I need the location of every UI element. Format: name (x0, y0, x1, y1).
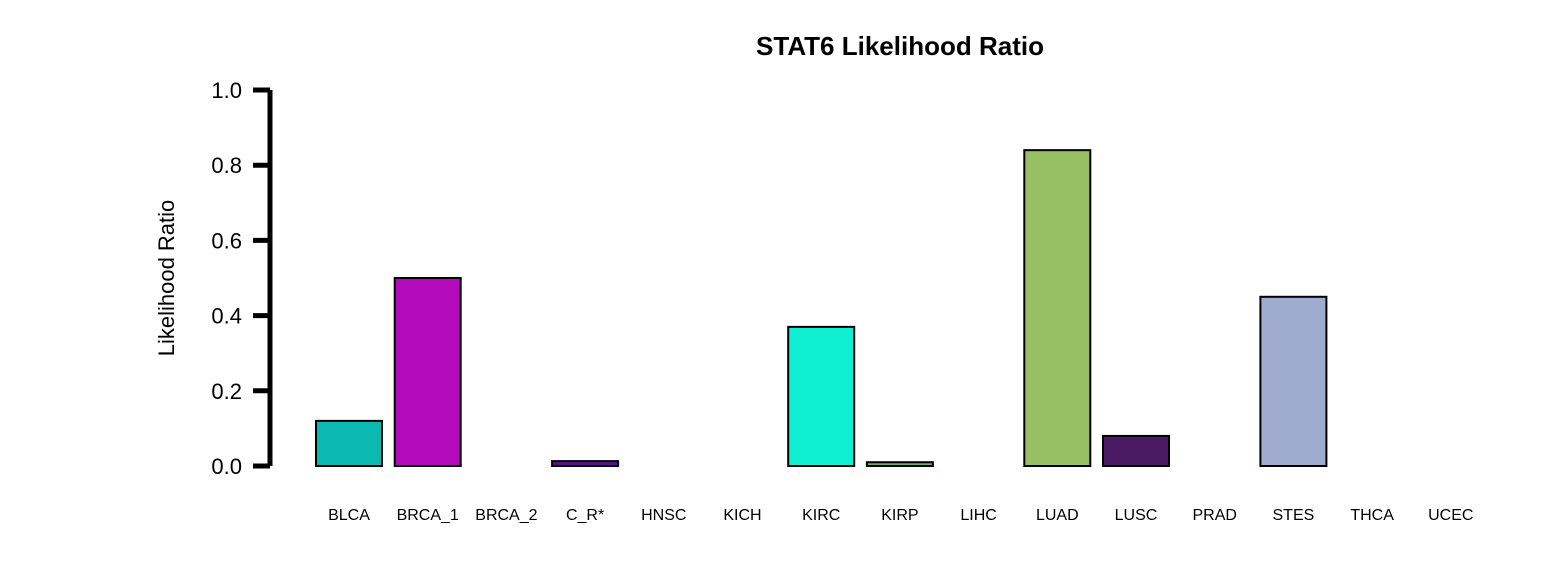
x-tick-label: BRCA_2 (475, 507, 537, 524)
bar-kirp (865, 461, 934, 467)
bar-blca (315, 419, 383, 468)
bars (315, 149, 1328, 468)
x-tick-label: STES (1273, 507, 1315, 524)
y-tick-label: 0.2 (211, 379, 242, 404)
x-axis-labels: BLCA BRCA_1 BRCA_2 C_R* HNSC KICH KIRC KIRP LIHC… (328, 507, 1473, 524)
x-tick-label: BLCA (328, 507, 370, 524)
y-axis-label: Likelihood Ratio (154, 200, 179, 357)
bar-lusc (1102, 434, 1170, 468)
x-tick-label: BRCA_1 (397, 507, 459, 524)
x-tick-label: KIRC (802, 507, 840, 524)
bar-kirc (787, 325, 856, 467)
x-tick-label: LUSC (1115, 507, 1158, 524)
x-tick-label: C_R* (566, 507, 604, 524)
y-tick-label: 0.8 (211, 153, 242, 178)
x-tick-label: HNSC (641, 507, 686, 524)
bar-c-r (551, 460, 620, 467)
y-axis: 0.0 0.2 0.4 0.6 0.8 1.0 (211, 78, 273, 479)
x-tick-label: KICH (723, 507, 761, 524)
bar-stes (1259, 295, 1328, 467)
bar-luad (1023, 149, 1092, 467)
chart-title: STAT6 Likelihood Ratio (756, 31, 1044, 61)
x-tick-label: LUAD (1036, 507, 1079, 524)
x-tick-label: LIHC (960, 507, 996, 524)
y-tick-label: 0.0 (211, 454, 242, 479)
x-tick-label: THCA (1350, 507, 1394, 524)
y-tick-label: 1.0 (211, 78, 242, 103)
y-tick-label: 0.6 (211, 228, 242, 253)
x-tick-label: PRAD (1192, 507, 1236, 524)
x-tick-label: KIRP (881, 507, 918, 524)
bar-brca-1 (393, 277, 462, 467)
x-tick-label: UCEC (1428, 507, 1473, 524)
y-tick-label: 0.4 (211, 304, 242, 329)
